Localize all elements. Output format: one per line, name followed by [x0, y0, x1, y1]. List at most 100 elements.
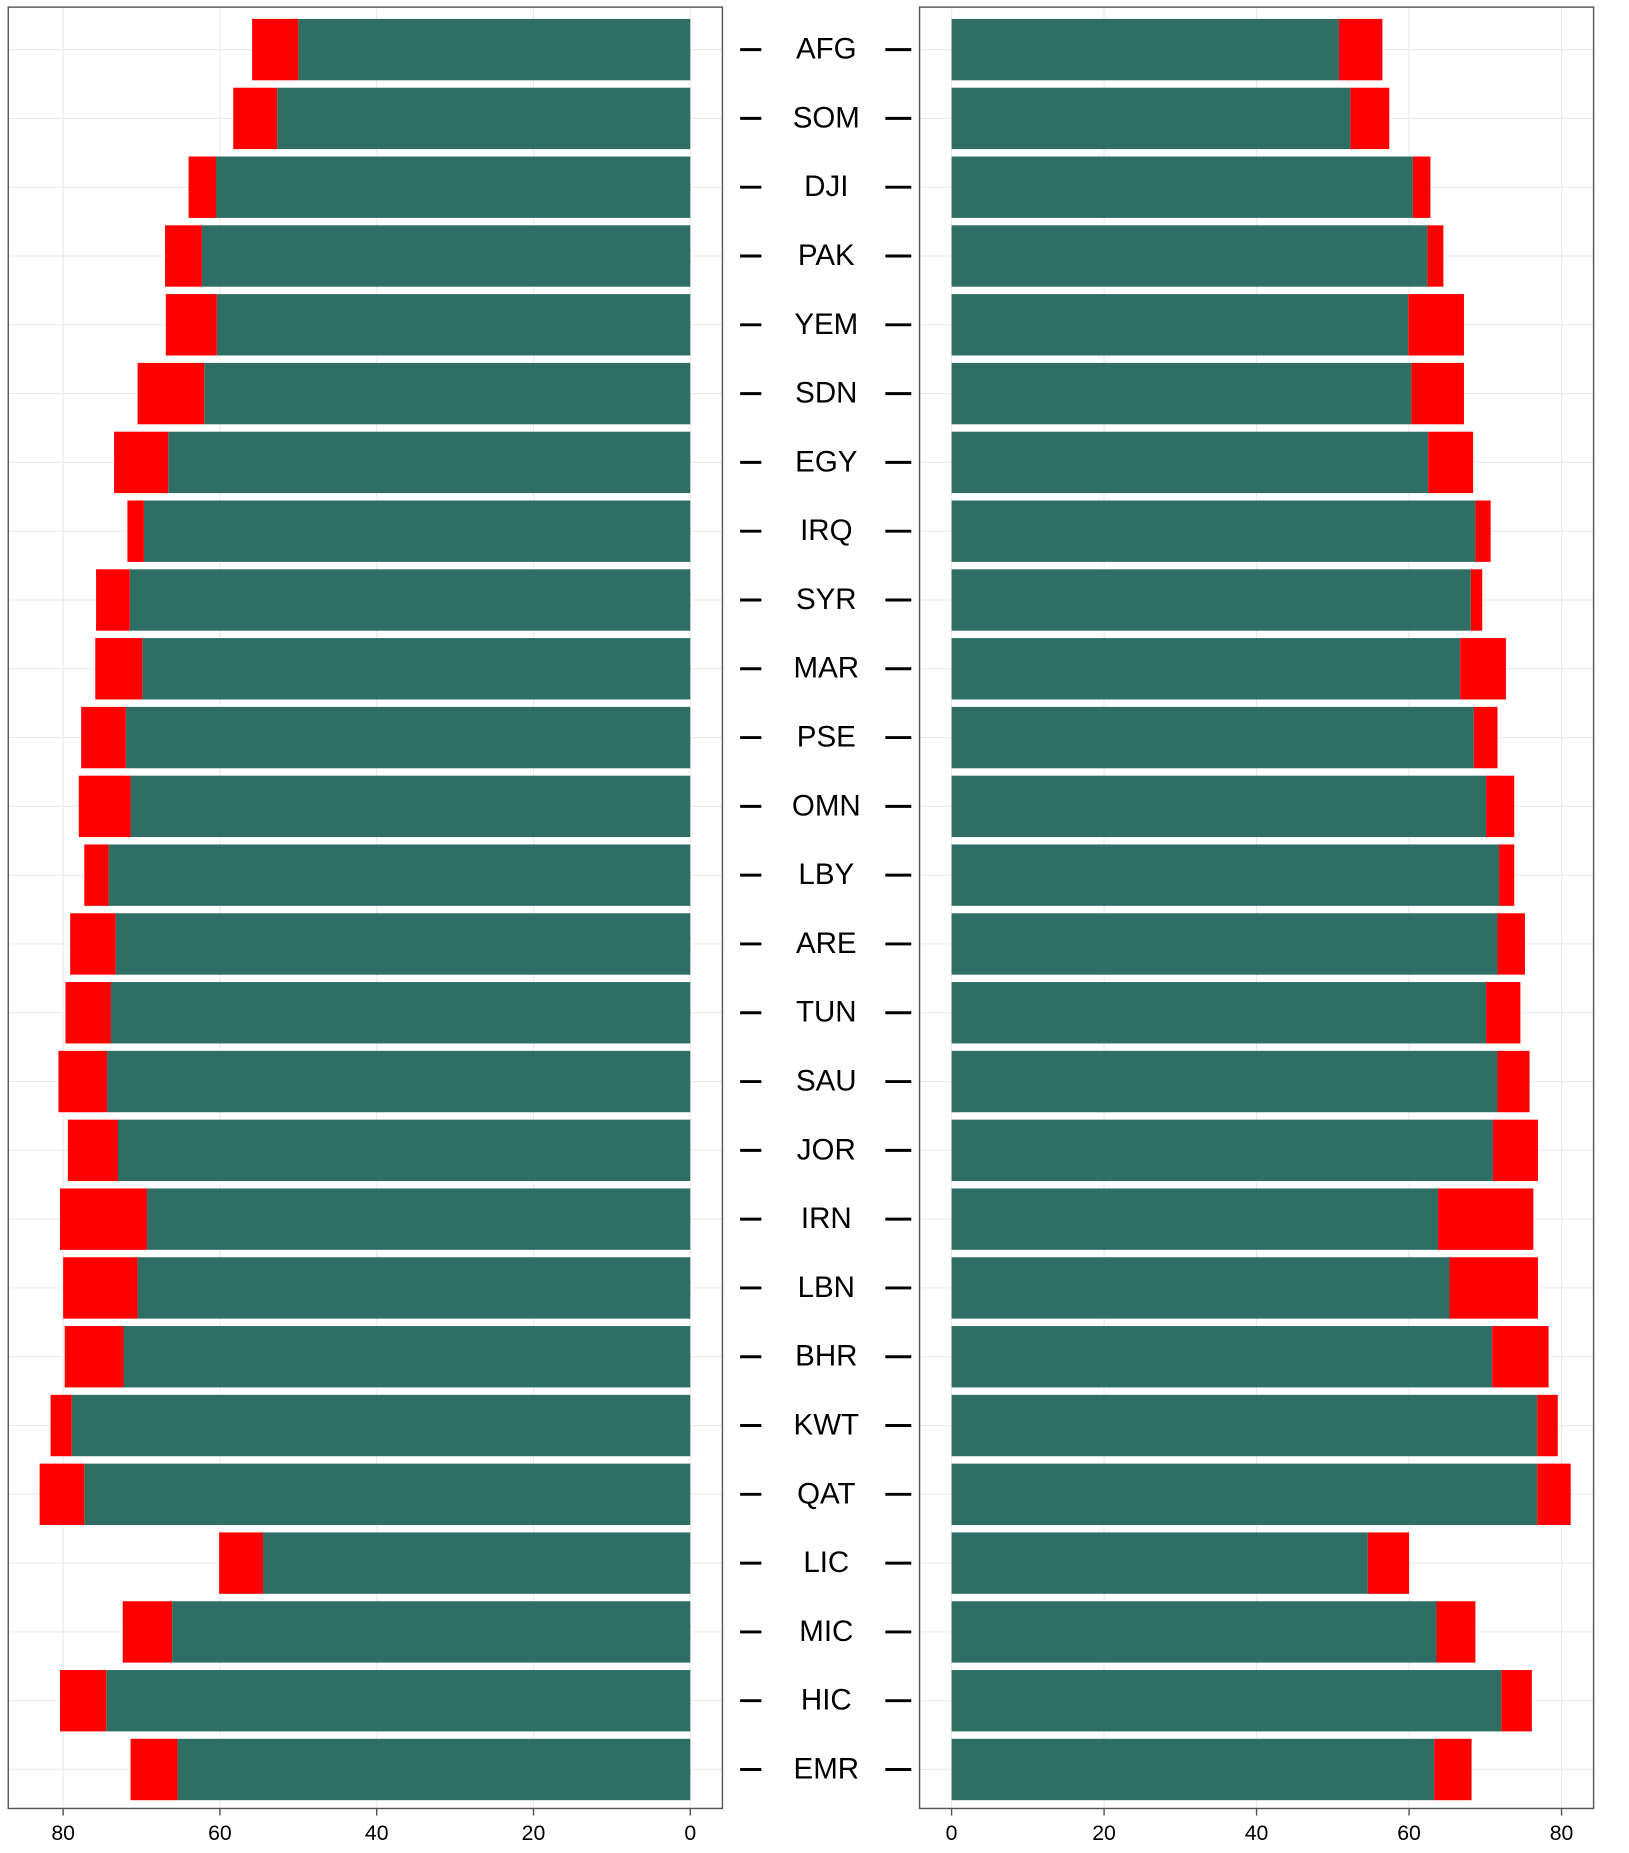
bar-segment — [1338, 18, 1383, 81]
category-label: KWT — [794, 1409, 860, 1442]
bar-segment — [50, 1394, 72, 1457]
x-tick-label: 20 — [522, 1821, 546, 1845]
bar-segment — [110, 982, 691, 1044]
category-label: LIC — [803, 1546, 849, 1579]
bar-segment — [951, 362, 1412, 425]
category-label: MIC — [799, 1615, 853, 1648]
bar-segment — [165, 294, 217, 356]
bar-segment — [298, 18, 691, 81]
bar-segment — [130, 775, 691, 838]
x-tick-label: 80 — [1550, 1821, 1574, 1845]
bar-segment — [1537, 1463, 1571, 1526]
bar-segment — [114, 431, 169, 494]
bar-segment — [165, 225, 202, 287]
bar-segment — [1427, 225, 1444, 287]
bar-segment — [951, 913, 1498, 975]
category-label: LBY — [798, 858, 854, 891]
bar-segment — [71, 1394, 691, 1457]
bar-segment — [1492, 1119, 1538, 1182]
bar-segment — [951, 1188, 1439, 1250]
bar-segment — [951, 18, 1339, 81]
bar-segment — [142, 638, 691, 700]
category-label: IRN — [801, 1202, 852, 1235]
bar-segment — [137, 1257, 691, 1319]
x-tick-label: 60 — [1397, 1821, 1421, 1845]
bar-segment — [1537, 1394, 1558, 1457]
category-label: LBN — [798, 1271, 855, 1304]
bar-segment — [177, 1738, 691, 1801]
x-tick-label: 20 — [1092, 1821, 1116, 1845]
bar-segment — [1436, 1601, 1476, 1663]
bar-segment — [143, 500, 691, 562]
panel-border — [7, 6, 724, 1810]
bar-segment — [188, 156, 217, 218]
bar-segment — [951, 431, 1429, 494]
bar-segment — [64, 1326, 124, 1388]
x-tick-label: 60 — [208, 1821, 232, 1845]
category-label: PAK — [798, 239, 855, 272]
bar-segment — [63, 1257, 138, 1319]
bar-segment — [951, 982, 1487, 1044]
bar-segment — [70, 913, 116, 975]
category-label: OMN — [792, 789, 861, 822]
bar-segment — [1428, 431, 1474, 494]
category-label: EMR — [794, 1752, 860, 1785]
category-label: QAT — [797, 1477, 855, 1510]
bar-segment — [84, 844, 109, 906]
bar-segment — [951, 638, 1461, 700]
bar-segment — [216, 156, 691, 218]
category-label: YEM — [794, 308, 858, 341]
bar-segment — [951, 294, 1409, 356]
bar-segment — [96, 569, 130, 631]
bar-segment — [1449, 1257, 1538, 1319]
category-label: SAU — [796, 1065, 857, 1098]
category-label: ARE — [796, 927, 857, 960]
bar-segment — [263, 1532, 691, 1594]
bar-segment — [252, 18, 299, 81]
bar-segment — [1438, 1188, 1534, 1250]
bar-segment — [951, 775, 1487, 838]
category-label: HIC — [801, 1684, 852, 1717]
bar-segment — [277, 87, 691, 150]
bar-segment — [129, 569, 691, 631]
bar-segment — [106, 1670, 691, 1732]
bar-segment — [1486, 982, 1521, 1044]
bar-segment — [95, 638, 143, 700]
x-tick-label: 40 — [1245, 1821, 1269, 1845]
bar-segment — [1497, 1050, 1530, 1113]
x-tick-label: 0 — [946, 1821, 958, 1845]
category-label: AFG — [796, 33, 857, 66]
category-label: SYR — [796, 583, 857, 616]
category-label: SOM — [793, 101, 860, 134]
bar-segment — [1411, 362, 1464, 425]
bar-segment — [216, 294, 691, 356]
bar-segment — [84, 1463, 691, 1526]
bar-segment — [1475, 500, 1491, 562]
bar-segment — [951, 1463, 1538, 1526]
bar-segment — [951, 1670, 1502, 1732]
category-label: DJI — [804, 170, 848, 203]
bar-segment — [951, 156, 1413, 218]
bar-segment — [127, 500, 144, 562]
bar-segment — [951, 844, 1500, 906]
category-label: JOR — [797, 1133, 856, 1166]
bar-segment — [39, 1463, 85, 1526]
bar-segment — [951, 500, 1476, 562]
bar-segment — [951, 569, 1471, 631]
bar-segment — [951, 1257, 1450, 1319]
bar-segment — [951, 1050, 1498, 1113]
bar-segment — [118, 1119, 691, 1182]
bar-segment — [1412, 156, 1431, 218]
bar-segment — [951, 1326, 1493, 1388]
bar-segment — [1497, 913, 1525, 975]
bar-segment — [67, 1119, 119, 1182]
bar-segment — [122, 1601, 173, 1663]
bar-segment — [1350, 87, 1390, 150]
category-label: MAR — [794, 652, 860, 685]
bar-segment — [1486, 775, 1515, 838]
bar-segment — [130, 1738, 178, 1801]
category-label: SDN — [795, 377, 857, 410]
bar-segment — [137, 362, 205, 425]
